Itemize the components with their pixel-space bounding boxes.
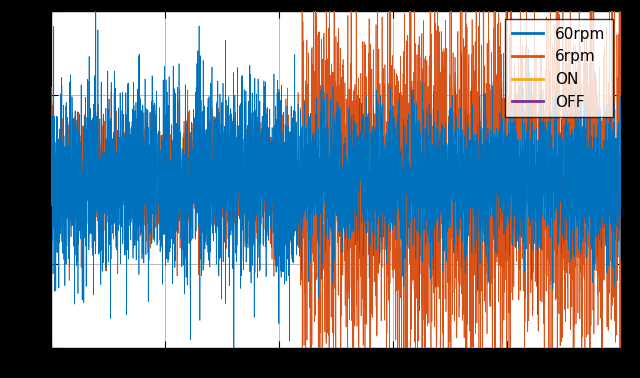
OFF — [472, 178, 480, 183]
6rpm — [516, 218, 524, 222]
ON — [300, 125, 307, 129]
6rpm — [472, 36, 480, 40]
ON — [617, 201, 625, 205]
OFF — [265, 175, 273, 180]
OFF — [151, 178, 159, 183]
Legend: 60rpm, 6rpm, ON, OFF: 60rpm, 6rpm, ON, OFF — [505, 19, 613, 117]
Line: 60rpm: 60rpm — [51, 0, 621, 356]
ON — [472, 187, 480, 192]
OFF — [617, 175, 625, 179]
60rpm — [472, 146, 480, 151]
OFF — [47, 176, 55, 181]
ON — [516, 170, 524, 175]
6rpm — [617, 122, 625, 127]
60rpm — [151, 159, 159, 164]
OFF — [516, 179, 524, 183]
ON — [389, 184, 397, 189]
6rpm — [389, 127, 397, 132]
OFF — [389, 178, 397, 183]
Line: 6rpm: 6rpm — [51, 0, 621, 378]
60rpm — [389, 158, 397, 163]
ON — [403, 223, 411, 228]
60rpm — [516, 154, 524, 159]
ON — [265, 152, 273, 156]
6rpm — [151, 139, 159, 143]
ON — [418, 179, 426, 183]
60rpm — [47, 187, 55, 192]
6rpm — [47, 167, 55, 171]
6rpm — [265, 239, 273, 243]
6rpm — [418, 193, 426, 198]
Line: OFF: OFF — [51, 177, 621, 183]
OFF — [418, 179, 426, 183]
ON — [151, 198, 159, 202]
60rpm — [617, 258, 625, 262]
60rpm — [230, 354, 237, 358]
60rpm — [265, 129, 273, 134]
ON — [47, 151, 55, 156]
OFF — [130, 180, 138, 185]
60rpm — [418, 174, 426, 178]
OFF — [55, 174, 63, 179]
Line: ON: ON — [51, 127, 621, 225]
